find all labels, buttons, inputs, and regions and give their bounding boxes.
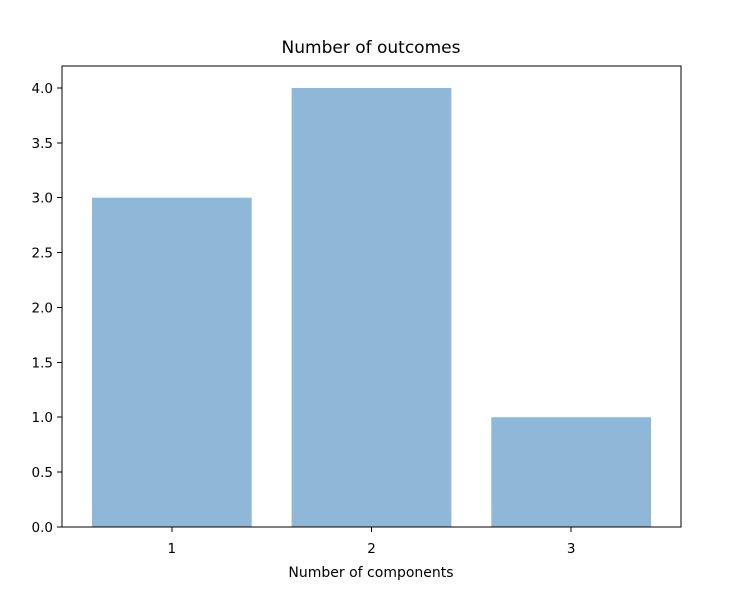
y-tick-label: 1.5 bbox=[32, 355, 53, 371]
bars bbox=[91, 87, 652, 527]
x-tick-label: 3 bbox=[567, 541, 576, 557]
chart-title: Number of outcomes bbox=[282, 38, 461, 58]
bar-1 bbox=[91, 197, 252, 527]
x-tick-label: 1 bbox=[168, 541, 177, 557]
x-axis-ticks: 1 2 3 bbox=[168, 527, 576, 557]
x-tick-label: 2 bbox=[367, 541, 376, 557]
axes-frame bbox=[61, 65, 682, 528]
x-axis-label: Number of components bbox=[288, 565, 453, 581]
y-tick-label: 2.5 bbox=[32, 246, 53, 262]
y-tick-label: 1.0 bbox=[32, 410, 53, 426]
bar-2 bbox=[291, 87, 452, 527]
y-axis-ticks: 0.0 0.5 1.0 1.5 2.0 2.5 3.0 3.5 4.0 bbox=[32, 81, 62, 536]
bar-3 bbox=[491, 417, 652, 527]
y-tick-label: 3.0 bbox=[32, 191, 53, 207]
y-tick-label: 2.0 bbox=[32, 300, 53, 316]
y-tick-label: 4.0 bbox=[32, 81, 53, 97]
y-tick-label: 0.5 bbox=[32, 465, 53, 481]
y-tick-label: 3.5 bbox=[32, 136, 53, 152]
y-tick-label: 0.0 bbox=[32, 520, 53, 536]
